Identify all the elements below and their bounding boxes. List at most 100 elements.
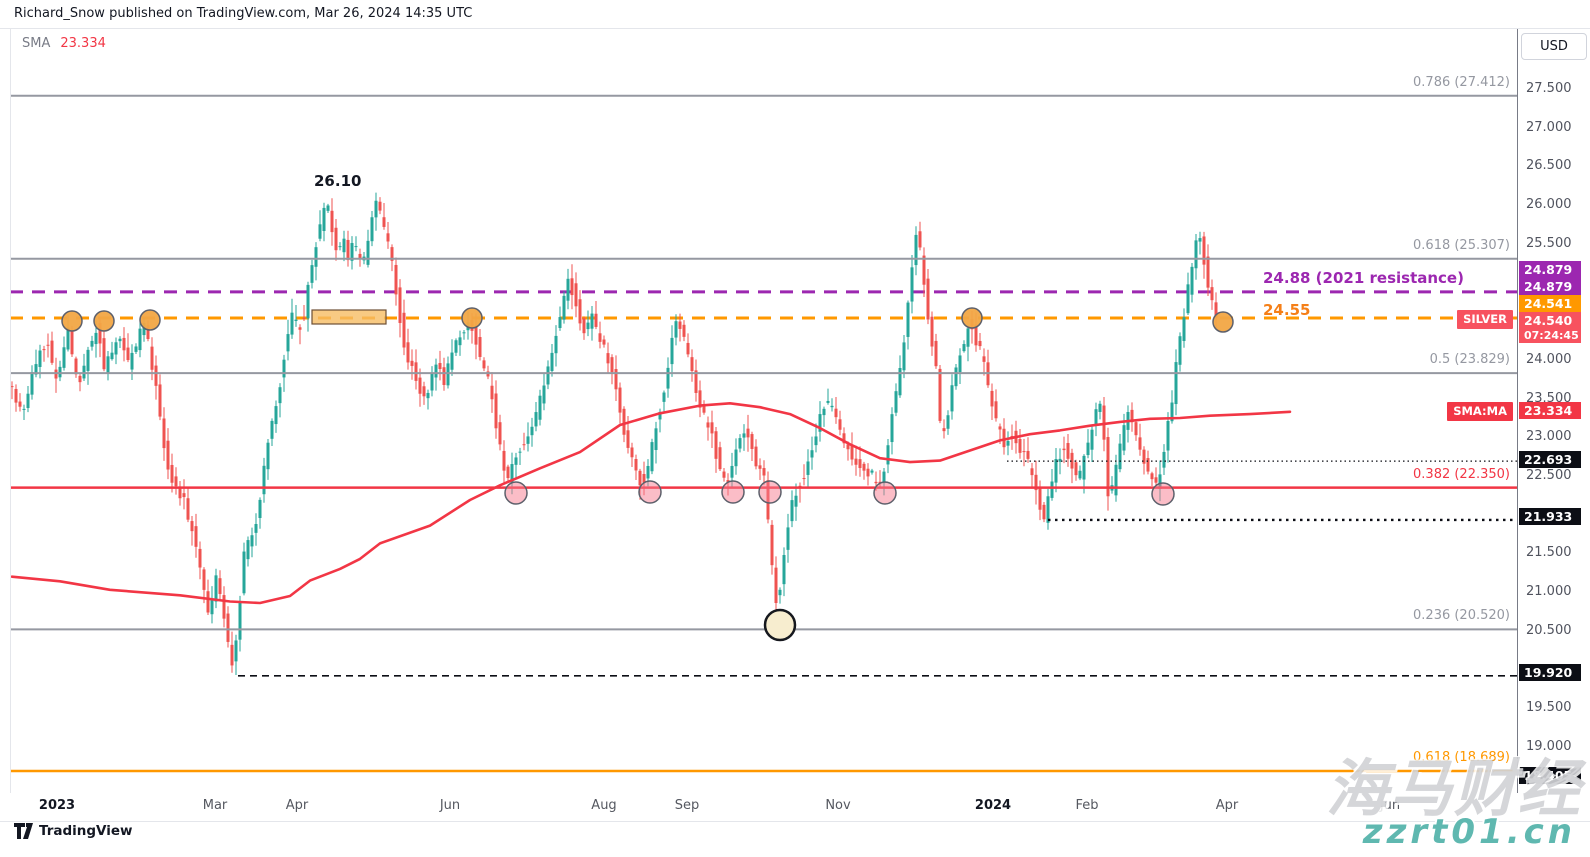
candle-body xyxy=(1006,441,1010,446)
candle-body xyxy=(746,428,750,438)
candle-body xyxy=(1078,470,1082,479)
candle-body xyxy=(1070,452,1074,469)
candle-body xyxy=(510,464,514,483)
candle-body xyxy=(726,480,730,483)
candle-body xyxy=(842,433,846,444)
candle-body xyxy=(754,446,758,467)
tradingview-logo[interactable]: TradingView xyxy=(14,823,133,839)
candle-body xyxy=(102,338,106,370)
candle-body xyxy=(658,411,662,420)
candle-body xyxy=(326,205,330,211)
price-tick: 26.500 xyxy=(1526,158,1572,174)
candle-body xyxy=(14,388,18,403)
candle-body xyxy=(714,431,718,459)
candle-body xyxy=(290,312,294,335)
marker-resistance_touches xyxy=(93,310,115,332)
indicator-value: 23.334 xyxy=(60,36,106,51)
candle-body xyxy=(418,377,422,394)
candle-body xyxy=(294,319,298,322)
candle-body xyxy=(322,207,326,232)
candle-body xyxy=(1046,496,1050,523)
candle-body xyxy=(330,210,334,233)
candle-body xyxy=(342,238,346,253)
candle-body xyxy=(242,551,246,594)
candle-body xyxy=(118,338,122,342)
candle-body xyxy=(794,495,798,507)
candle-body xyxy=(626,430,630,448)
candle-body xyxy=(690,357,694,371)
candle-body xyxy=(694,370,698,393)
candle-body xyxy=(546,366,550,385)
candle-body xyxy=(1186,284,1190,314)
candle-body xyxy=(446,363,450,386)
currency-toggle-button[interactable]: USD xyxy=(1521,33,1587,60)
price-tick: 23.500 xyxy=(1526,390,1572,406)
candle-body xyxy=(950,385,954,412)
time-label-sep: Sep xyxy=(674,798,700,813)
candle-body xyxy=(862,463,866,471)
time-label-mar: Mar xyxy=(202,798,228,813)
candle-body xyxy=(598,333,602,342)
marker-resistance_touches xyxy=(1212,311,1234,333)
candle-body xyxy=(126,347,130,361)
candle-body xyxy=(1106,437,1110,497)
candle-body xyxy=(682,324,686,337)
candle-body xyxy=(1042,504,1046,520)
candle-body xyxy=(1114,464,1118,496)
candle-body xyxy=(278,387,282,404)
candle-body xyxy=(618,387,622,413)
candle-body xyxy=(558,317,562,329)
candle-body xyxy=(1066,443,1070,459)
candle-body xyxy=(110,352,114,360)
candle-body xyxy=(1026,450,1030,459)
time-axis[interactable]: 2023 Mar Apr Jun Aug Sep Nov 2024 Feb Apr Jun xyxy=(0,793,1590,822)
candle-body xyxy=(150,346,154,370)
candle-body xyxy=(62,347,66,368)
candle-body xyxy=(154,365,158,386)
candle-body xyxy=(806,461,810,475)
candle-body xyxy=(846,444,850,450)
candle-body xyxy=(46,344,50,346)
candle-body xyxy=(398,287,402,323)
candle-body xyxy=(394,264,398,295)
price-tag: 24.540 07:24:45 xyxy=(1519,312,1581,343)
candle-body xyxy=(338,246,342,248)
candle-body xyxy=(538,395,542,420)
price-tag: 24.541 xyxy=(1519,295,1581,312)
candle-body xyxy=(74,358,78,375)
marker-support_touches xyxy=(758,480,782,504)
candle-body xyxy=(994,401,998,419)
candle-body xyxy=(426,392,430,399)
sma-line xyxy=(10,402,1292,605)
candle-body xyxy=(442,367,446,385)
candle-body xyxy=(758,465,762,469)
candle-body xyxy=(190,521,194,532)
tradingview-logo-text: TradingView xyxy=(39,823,133,839)
candle-body xyxy=(18,401,22,407)
candle-body xyxy=(266,442,270,470)
candle-body xyxy=(434,364,438,378)
candle-body xyxy=(710,422,714,434)
candle-body xyxy=(378,201,382,211)
price-tag: 23.334 xyxy=(1519,402,1581,419)
candle-body xyxy=(678,321,682,329)
time-label-2023: 2023 xyxy=(38,798,76,813)
candle-body xyxy=(518,451,522,453)
candle-body xyxy=(1150,473,1154,480)
watermark-site: zzrt01.cn xyxy=(1362,812,1576,852)
candle-body xyxy=(1190,266,1194,295)
candle-body xyxy=(890,414,894,443)
candle-body xyxy=(414,362,418,381)
candle-body xyxy=(810,450,814,458)
price-axis[interactable]: 27.500 27.000 26.500 26.000 25.500 24.000 23.5… xyxy=(1517,28,1590,793)
price-tag: 19.920 xyxy=(1519,664,1581,681)
candle-body xyxy=(374,200,378,218)
time-label-feb: Feb xyxy=(1075,798,1099,813)
candle-body xyxy=(978,340,982,347)
indicator-legend[interactable]: SMA 23.334 xyxy=(22,36,106,51)
candle-body xyxy=(334,227,338,251)
candle-body xyxy=(1054,459,1058,483)
candle-body xyxy=(482,360,486,369)
price-tag: 18.405 xyxy=(1519,767,1581,784)
